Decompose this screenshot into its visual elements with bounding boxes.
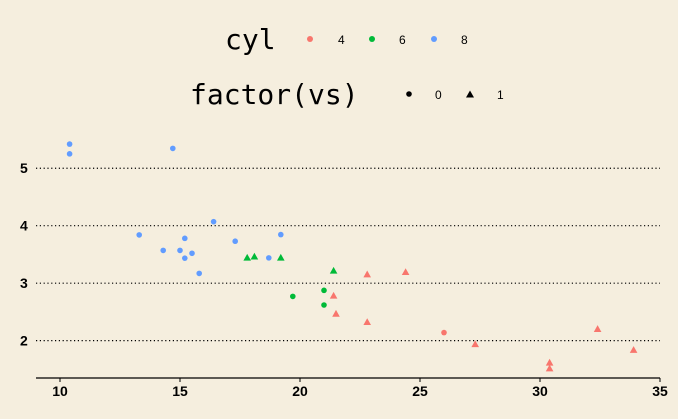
y-gridlines [36,167,660,342]
y-tick-label-0: 2 [20,333,28,349]
legend-color-key-1-marker [369,36,375,42]
legend-color: cyl 4 6 8 [225,23,468,56]
data-point-13 [196,270,202,277]
legend-shape-key-1-label: 1 [497,88,504,102]
data-point-3 [210,218,217,225]
data-point-8 [160,247,166,254]
x-tick-label-0: 10 [52,383,68,399]
data-point-1 [66,151,73,157]
data-point-5 [278,231,284,238]
data-point-28 [471,340,479,348]
y-tick-label-1: 3 [20,275,28,291]
data-point-9 [177,247,183,254]
data-point-27 [593,325,602,332]
legend-shape: factor(vs) 0 1 [190,78,504,111]
data-point-16 [321,302,327,308]
data-point-23 [363,270,371,278]
data-point-12 [266,255,272,261]
x-tick-label-4: 30 [532,383,548,399]
data-point-14 [290,293,296,300]
data-point-21 [441,329,447,336]
x-axis-ticks: 10 15 20 25 30 35 [52,378,668,399]
data-point-29 [629,346,638,353]
legend-shape-key-1-marker [466,90,474,98]
data-point-2 [170,145,176,152]
data-point-18 [250,252,259,260]
legend-color-key-0-marker [307,36,313,42]
data-point-11 [182,255,188,261]
data-point-30 [545,358,554,366]
data-point-7 [232,238,238,245]
legend-color-title: cyl [225,23,276,56]
legend-shape-title: factor(vs) [190,78,359,111]
data-points [66,141,638,372]
data-point-19 [277,253,285,261]
data-point-6 [182,235,188,242]
x-tick-label-2: 20 [292,383,308,399]
y-tick-label-3: 5 [20,160,28,176]
data-point-22 [401,268,410,276]
legend-color-key-0-label: 4 [338,33,345,47]
x-tick-label-1: 15 [172,383,188,399]
legend-shape-key-0-label: 0 [435,88,442,102]
legend-color-key-2-marker [431,36,437,42]
x-tick-label-3: 25 [412,383,428,399]
data-point-25 [332,309,340,317]
data-point-26 [363,318,371,326]
data-point-15 [321,287,327,294]
data-point-0 [66,141,73,147]
legend-shape-key-0-marker [406,91,412,97]
data-point-17 [243,253,251,261]
data-point-10 [189,250,195,257]
y-tick-label-2: 4 [20,218,28,234]
data-point-4 [136,232,142,238]
data-point-20 [329,266,338,274]
data-point-31 [545,364,554,372]
legend-color-key-1-label: 6 [399,33,406,47]
legend-color-key-2-label: 8 [461,33,468,47]
y-axis-ticks: 2 3 4 5 [20,160,28,348]
x-tick-label-5: 35 [652,383,668,399]
data-point-24 [329,291,338,299]
